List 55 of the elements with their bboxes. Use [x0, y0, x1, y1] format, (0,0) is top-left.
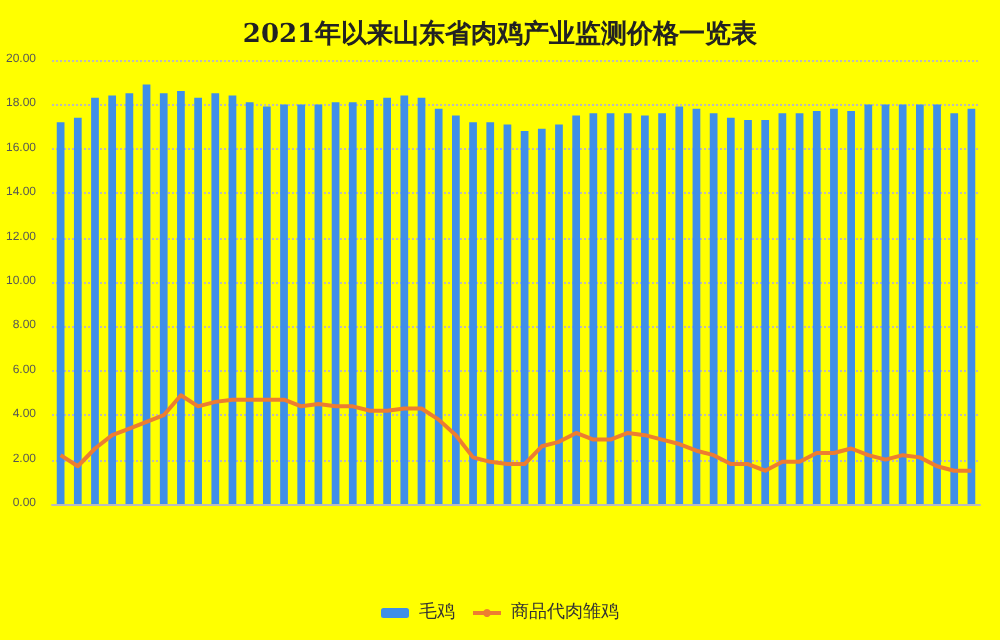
- bar: [915, 104, 924, 504]
- legend-label: 商品代肉雏鸡: [511, 601, 619, 623]
- bar: [503, 124, 512, 504]
- bar: [434, 108, 443, 504]
- bar: [331, 102, 340, 504]
- bar: [898, 104, 907, 504]
- bar: [366, 99, 374, 504]
- bar: [967, 108, 976, 504]
- bar: [194, 97, 202, 504]
- bar: [314, 104, 323, 504]
- bar: [606, 113, 615, 504]
- bar: [675, 106, 684, 504]
- bar: [108, 95, 117, 504]
- bar: [641, 115, 649, 504]
- bar: [847, 111, 855, 504]
- bar: [297, 104, 306, 504]
- bar: [469, 122, 477, 504]
- bar: [262, 106, 271, 504]
- bar: [159, 93, 168, 504]
- line-series: [58, 393, 974, 473]
- bar: [658, 113, 666, 504]
- bar: [950, 113, 959, 504]
- bar: [228, 95, 237, 504]
- bar: [537, 128, 546, 504]
- bar: [56, 122, 65, 504]
- bar: [73, 117, 82, 504]
- bar: [623, 113, 632, 504]
- bar: [572, 115, 581, 504]
- bar: [91, 97, 99, 504]
- bar: [348, 102, 357, 504]
- bar: [761, 119, 770, 504]
- bar: [589, 113, 598, 504]
- bar: [211, 93, 220, 504]
- bar: [177, 91, 185, 504]
- bar: [881, 104, 890, 504]
- bar: [142, 84, 151, 504]
- legend-label: 毛鸡: [419, 601, 455, 623]
- bar: [778, 113, 787, 504]
- bar: [400, 95, 409, 504]
- bar: [709, 113, 718, 504]
- bar: [795, 113, 804, 504]
- bar: [125, 93, 134, 504]
- bar: [245, 102, 254, 504]
- chart-title: 2021年以来山东省肉鸡产业监测价格一览表: [242, 18, 760, 50]
- bar: [452, 115, 460, 504]
- bar: [864, 104, 873, 504]
- bar: [933, 104, 941, 504]
- bar: [383, 97, 391, 504]
- bar: [486, 122, 495, 504]
- bar: [744, 119, 752, 504]
- bar: [830, 108, 838, 504]
- bar: [812, 111, 821, 504]
- bar: [726, 117, 735, 504]
- bar: [280, 104, 288, 504]
- bar: [555, 124, 563, 504]
